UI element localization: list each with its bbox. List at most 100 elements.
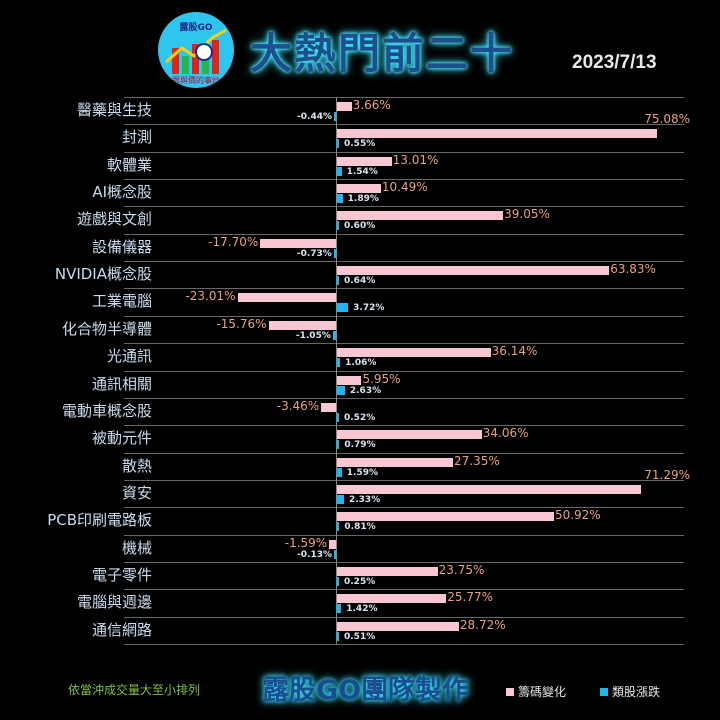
- chart-row: 設備儀器 -17.70% -0.73%: [0, 233, 720, 261]
- chart-row: 光通訊 36.14% 1.06%: [0, 343, 720, 370]
- logo: 露股GO 跟與價的事炒: [158, 12, 234, 88]
- date-label: 2023/7/13: [572, 52, 657, 73]
- chart-row: 電子零件 23.75% 0.25%: [0, 561, 720, 589]
- chip-change-bar: [237, 293, 336, 303]
- row-separator: [124, 479, 684, 481]
- category-label: NVIDIA概念股: [54, 265, 152, 284]
- chip-change-value: 3.66%: [352, 98, 391, 112]
- sector-change-value: 0.52%: [344, 412, 376, 423]
- sector-change-value: 0.60%: [344, 221, 376, 232]
- chip-change-bar: [336, 484, 642, 494]
- row-separator: [124, 288, 684, 290]
- row-separator: [124, 507, 684, 509]
- chart-row: 電腦與週邊 25.77% 1.42%: [0, 589, 720, 616]
- chart-row: AI概念股 10.49% 1.89%: [0, 179, 720, 206]
- chip-change-bar: [260, 238, 336, 248]
- sector-change-value: 3.72%: [353, 303, 385, 314]
- chip-change-bar: [336, 566, 438, 576]
- chip-change-value: -15.76%: [216, 316, 267, 331]
- legend-label: 籌碼變化: [518, 685, 567, 699]
- row-separator: [124, 124, 684, 126]
- chip-change-bar: [336, 512, 554, 522]
- chip-change-bar: [336, 375, 362, 385]
- sector-change-value: 2.63%: [349, 385, 382, 396]
- chart-row: 機械 -1.59% -0.13%: [0, 534, 720, 562]
- row-separator: [124, 616, 684, 618]
- category-label: 通信網路: [91, 620, 152, 639]
- row-separator: [124, 151, 684, 153]
- chip-change-bar: [336, 266, 610, 276]
- row-separator: [124, 425, 684, 427]
- category-label: 資安: [121, 483, 152, 502]
- chip-change-value: -23.01%: [185, 289, 236, 304]
- chip-change-value: 5.95%: [362, 371, 401, 386]
- sector-change-bar: [337, 467, 342, 477]
- sector-change-value: 0.81%: [344, 522, 376, 533]
- zero-axis: [336, 97, 337, 644]
- row-separator: [124, 561, 684, 563]
- sector-change-value: 2.33%: [348, 494, 381, 505]
- chip-change-bar: [336, 211, 504, 221]
- chip-change-bar: [336, 348, 491, 358]
- category-label: AI概念股: [92, 183, 152, 202]
- sector-change-value: 0.55%: [344, 139, 376, 150]
- chip-change-value: 50.92%: [554, 508, 601, 523]
- sector-change-value: -1.05%: [295, 330, 331, 341]
- category-label: 被動元件: [91, 429, 152, 448]
- team-credit: 露股GO團隊製作: [262, 675, 470, 706]
- legend-label: 類股漲跌: [612, 685, 661, 699]
- chip-change-value: 10.49%: [381, 180, 428, 195]
- row-separator: [124, 315, 684, 317]
- sector-change-bar: [337, 358, 341, 368]
- chip-change-bar: [336, 594, 447, 604]
- category-label: 遊戲與文創: [76, 210, 152, 229]
- row-separator: [124, 534, 684, 536]
- sector-change-bar: [337, 221, 339, 231]
- category-label: 工業電腦: [91, 292, 152, 311]
- bar-chart: 醫藥與生技 3.66% -0.44% 封測 75.08% 0.55% 軟體業 13.01% 1.…: [0, 97, 720, 647]
- chip-change-value: 34.06%: [482, 426, 529, 441]
- sector-change-bar: [337, 440, 340, 450]
- chip-change-value: 63.83%: [610, 262, 656, 277]
- category-label: 醫藥與生技: [76, 101, 152, 119]
- sector-change-bar: [337, 631, 339, 641]
- chip-change-value: -17.70%: [208, 234, 259, 249]
- category-label: 光通訊: [106, 347, 152, 366]
- category-label: 散熱: [121, 456, 152, 475]
- sector-change-bar: [337, 166, 342, 176]
- sector-change-bar: [337, 194, 343, 204]
- chip-change-bar: [321, 402, 336, 412]
- sector-change-value: 0.51%: [344, 631, 376, 642]
- sector-change-value: 0.64%: [344, 276, 376, 287]
- chip-change-bar: [329, 539, 336, 549]
- chip-change-value: 28.72%: [459, 617, 506, 632]
- sector-change-bar: [337, 522, 340, 532]
- chart-row: 通訊相關 5.95% 2.63%: [0, 370, 720, 398]
- sector-change-value: 1.42%: [346, 604, 378, 615]
- chip-change-bar: [336, 457, 454, 467]
- chart-row: 資安 71.29% 2.33%: [0, 468, 720, 507]
- logo-bar-icon: [202, 52, 209, 74]
- sector-change-value: -0.73%: [296, 248, 332, 259]
- sort-note: 依當沖成交量大至小排列: [68, 683, 201, 697]
- chip-change-bar: [336, 184, 381, 194]
- legend-item-chips: 籌碼變化: [506, 683, 566, 700]
- chart-row: 封測 75.08% 0.55%: [0, 112, 720, 151]
- category-label: 電腦與週邊: [76, 593, 152, 612]
- sector-change-bar: [337, 494, 344, 504]
- chip-change-value: 27.35%: [454, 453, 500, 468]
- chart-row: 通信網路 28.72% 0.51%: [0, 616, 720, 644]
- sector-change-value: 0.79%: [344, 440, 376, 451]
- category-label: PCB印刷電路板: [47, 511, 152, 530]
- row-separator: [124, 97, 684, 98]
- category-label: 設備儀器: [91, 237, 152, 256]
- chip-change-value: 23.75%: [438, 562, 485, 577]
- row-separator: [124, 397, 684, 399]
- category-label: 化合物半導體: [61, 319, 152, 338]
- row-separator: [124, 261, 684, 263]
- legend-swatch-icon: [600, 687, 608, 696]
- category-label: 封測: [121, 128, 152, 147]
- chip-change-value: 75.08%: [644, 112, 690, 127]
- sector-change-value: -0.44%: [297, 112, 332, 122]
- category-label: 軟體業: [106, 155, 152, 174]
